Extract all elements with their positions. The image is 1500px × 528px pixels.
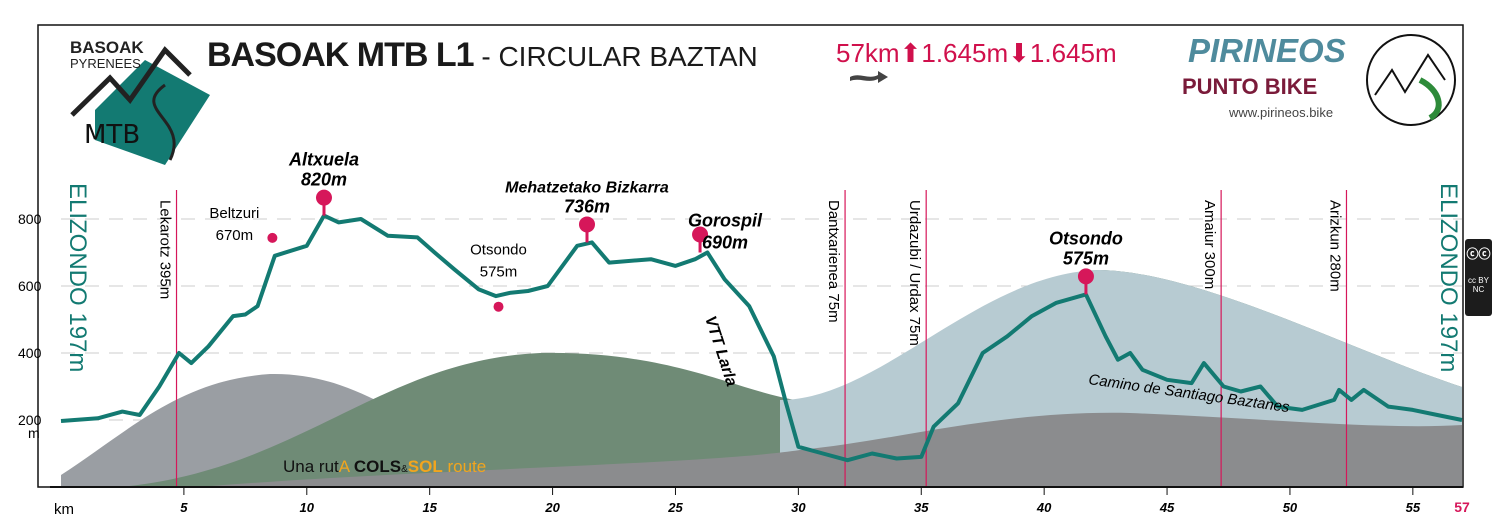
x-tick-label: 10 [300,500,315,515]
y-tick-label: 400 [18,345,42,361]
village-label: Amaiur 300m [1201,200,1218,289]
summit-name: Mehatzetako Bizkarra [505,179,669,196]
cc-license-badge: ⓒⓒ cc BY NC [1465,239,1492,316]
summit-marker[interactable] [692,226,709,243]
route-stats: 57km⬆1.645m⬇1.645m [836,38,1117,68]
start-label: ELIZONDO 197m [64,183,91,373]
y-axis-unit: m [28,425,40,441]
descent-icon: ⬇ [1008,38,1030,68]
summit-name: Gorospil [688,211,763,231]
summit-elevation: 736m [564,196,610,216]
x-tick-label: 20 [544,500,560,515]
y-tick-label: 200 [18,412,42,428]
cols-sol-label: Una rutA COLS&SOL route [283,457,486,476]
village-label: Urdazubi / Urdax 75m [906,200,923,346]
summit-marker[interactable] [1077,268,1094,285]
elevation-profile-line [60,213,1463,463]
x-tick-label: 45 [1159,500,1175,515]
point-marker[interactable] [493,301,504,312]
summit-marker[interactable] [578,216,595,233]
x-tick-label: 50 [1283,500,1298,515]
y-tick-label: 600 [18,278,42,294]
hill-dark [200,412,1462,487]
point-elevation: 670m [216,227,254,244]
x-tick-label: 55 [1406,500,1421,515]
village-label: Dantxarienea 75m [825,200,842,323]
brand-subtitle: PUNTO BIKE [1182,74,1318,99]
point-name: Beltzuri [209,205,259,222]
x-tick-label: 25 [667,500,683,515]
brand-name: PIRINEOS [1188,32,1346,69]
brand-url[interactable]: www.pirineos.bike [1229,105,1334,120]
logo-pyrenees-text: PYRENEES [70,56,141,71]
basoak-logo [70,46,210,165]
x-tick-label: 30 [791,500,806,515]
ascent-icon: ⬆ [899,38,922,68]
pirineos-logo [1366,34,1456,126]
summit-marker[interactable] [315,189,332,206]
arrow-icon [850,71,888,83]
point-elevation: 575m [480,264,518,281]
summit-elevation: 820m [301,170,347,190]
logo-basoak-text: BASOAK [70,38,144,57]
village-label: Lekarotz 395m [157,200,174,299]
logo-mtb-text: MTB [84,120,141,150]
point-marker[interactable] [267,232,278,243]
y-tick-label: 800 [18,211,42,227]
village-label: Arizkun 280m [1326,200,1343,292]
summit-elevation: 575m [1063,248,1109,268]
end-label: ELIZONDO 197m [1435,183,1462,373]
x-tick-label: 35 [914,500,929,515]
summit-name: Otsondo [1049,228,1123,248]
page-title: BASOAK MTB L1 - CIRCULAR BAZTAN [207,36,758,74]
summit-elevation: 690m [702,233,748,253]
x-tick-label: 5 [180,500,188,515]
point-name: Otsondo [470,242,527,259]
x-tick-label: 40 [1036,500,1052,515]
x-tick-label: 15 [422,500,437,515]
summit-name: Altxuela [288,150,359,170]
x-axis-label: km [54,501,74,518]
x-end-label: 57 [1454,499,1470,515]
